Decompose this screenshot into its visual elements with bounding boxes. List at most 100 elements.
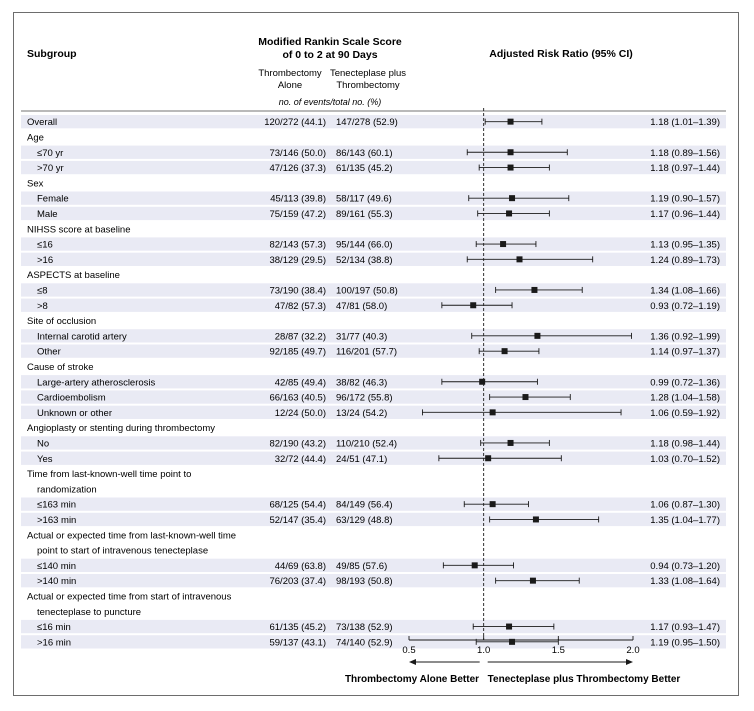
subgroup-header: Subgroup xyxy=(27,48,77,60)
point-estimate xyxy=(529,577,536,584)
row-band xyxy=(21,160,726,175)
subgroup-label: ≤16 min xyxy=(37,622,71,633)
right-direction-label: Tenecteplase plus Thrombectomy Better xyxy=(488,674,681,685)
row-band xyxy=(21,405,726,419)
point-estimate xyxy=(507,118,514,125)
row-band xyxy=(21,329,726,343)
arm1-events: 47/82 (57.3) xyxy=(275,301,326,312)
arm1-events: 73/146 (50.0) xyxy=(269,148,326,159)
point-estimate xyxy=(471,562,478,569)
group-header-line2: point to start of intravenous tenectepla… xyxy=(37,546,208,557)
row-band xyxy=(21,252,726,266)
row-band xyxy=(21,436,726,450)
row-band xyxy=(21,206,726,221)
units-label: no. of events/total no. (%) xyxy=(279,97,382,107)
subgroup-label: ≤16 xyxy=(37,240,53,251)
group-header: Site of occlusion xyxy=(27,316,96,327)
arm2-events: 84/149 (56.4) xyxy=(336,500,393,511)
risk-ratio-ci: 1.24 (0.89–1.73) xyxy=(650,255,720,266)
subgroup-label: No xyxy=(37,438,49,449)
row-bands xyxy=(21,115,726,649)
arm2-events: 49/85 (57.6) xyxy=(336,561,387,572)
point-estimate xyxy=(506,623,513,630)
risk-ratio-ci: 0.93 (0.72–1.19) xyxy=(650,301,720,312)
subgroup-label: Large-artery atherosclerosis xyxy=(37,377,156,388)
subgroup-label: ≤140 min xyxy=(37,561,76,572)
left-direction-label: Thrombectomy Alone Better xyxy=(345,674,479,685)
risk-ratio-ci: 1.17 (0.93–1.47) xyxy=(650,622,720,633)
point-estimate xyxy=(507,149,514,156)
left-arrowhead-icon xyxy=(409,659,416,665)
point-estimate xyxy=(470,302,477,309)
x-tick-label: 1.0 xyxy=(477,645,490,656)
arm2-events: 38/82 (46.3) xyxy=(336,377,387,388)
risk-ratio-ci: 0.99 (0.72–1.36) xyxy=(650,377,720,388)
arm2-events: 95/144 (66.0) xyxy=(336,240,393,251)
row-band xyxy=(21,115,726,129)
arm2-events: 63/129 (48.8) xyxy=(336,515,393,526)
point-estimate xyxy=(534,332,541,339)
row-band xyxy=(21,619,726,634)
arm2-events: 47/81 (58.0) xyxy=(336,301,387,312)
arm2-events: 61/135 (45.2) xyxy=(336,163,393,174)
arm1-events: 66/163 (40.5) xyxy=(269,393,326,404)
group-header: Actual or expected time from last-known-… xyxy=(27,530,236,541)
arm2-header-line1: Tenecteplase plus xyxy=(330,68,406,79)
arm1-events: 82/190 (43.2) xyxy=(269,438,326,449)
group-header: Sex xyxy=(27,178,44,189)
risk-ratio-ci: 1.17 (0.96–1.44) xyxy=(650,209,720,220)
point-estimate xyxy=(522,394,529,401)
arm2-events: 73/138 (52.9) xyxy=(336,622,393,633)
subgroup-label: Female xyxy=(37,194,69,205)
arm1-events: 59/137 (43.1) xyxy=(269,637,326,648)
point-estimate xyxy=(489,501,496,508)
subgroup-label: >8 xyxy=(37,301,48,312)
arm1-header-line2: Alone xyxy=(278,80,302,91)
figure-frame xyxy=(13,12,739,696)
arm2-events: 147/278 (52.9) xyxy=(336,117,398,128)
group-header: Actual or expected time from start of in… xyxy=(27,591,232,602)
arm1-events: 44/69 (63.8) xyxy=(275,561,326,572)
arm1-events: 120/272 (44.1) xyxy=(264,117,326,128)
point-estimate xyxy=(500,241,507,248)
subgroup-label: Other xyxy=(37,347,61,358)
subgroup-label: ≤70 yr xyxy=(37,148,63,159)
arm1-events: 47/126 (37.3) xyxy=(269,163,326,174)
plot-area: 0.5 1.0 1.5 2.0 xyxy=(402,108,640,665)
row-band xyxy=(21,375,726,389)
point-estimate xyxy=(479,378,486,385)
risk-ratio-ci: 1.06 (0.87–1.30) xyxy=(650,500,720,511)
arm1-events: 45/113 (39.8) xyxy=(270,194,326,205)
subgroup-label: Cardioembolism xyxy=(37,393,106,404)
row-band xyxy=(21,558,726,572)
arm2-events: 110/210 (52.4) xyxy=(336,438,397,449)
arm1-events: 73/190 (38.4) xyxy=(269,285,326,296)
arm1-events: 92/185 (49.7) xyxy=(269,347,326,358)
group-header: NIHSS score at baseline xyxy=(27,224,131,235)
risk-ratio-ci: 1.18 (1.01–1.39) xyxy=(650,117,720,128)
risk-ratio-ci: 1.06 (0.59–1.92) xyxy=(650,408,720,419)
risk-ratio-ci: 1.33 (1.08–1.64) xyxy=(650,576,720,587)
subgroup-label: Yes xyxy=(37,454,53,465)
x-tick-label: 2.0 xyxy=(626,645,639,656)
subgroup-label: >16 xyxy=(37,255,53,266)
group-header: Age xyxy=(27,132,44,143)
group-header-line2: randomization xyxy=(37,484,97,495)
point-estimate xyxy=(509,195,516,202)
arm1-events: 75/159 (47.2) xyxy=(269,209,326,220)
point-estimate xyxy=(485,455,492,462)
risk-ratio-ci: 1.28 (1.04–1.58) xyxy=(650,393,720,404)
subgroup-label: >140 min xyxy=(37,576,76,587)
arm1-header-line1: Thrombectomy xyxy=(258,68,322,79)
row-band xyxy=(21,497,726,511)
arm2-events: 98/193 (50.8) xyxy=(336,576,393,587)
row-band xyxy=(21,298,726,312)
risk-ratio-ci: 1.34 (1.08–1.66) xyxy=(650,285,720,296)
outcome-header-line1: Modified Rankin Scale Score xyxy=(258,36,402,48)
subgroup-label: Unknown or other xyxy=(37,408,112,419)
row-band xyxy=(21,191,726,205)
group-header: Cause of stroke xyxy=(27,362,94,373)
x-tick-label: 1.5 xyxy=(552,645,565,656)
row-band xyxy=(21,451,726,465)
group-header: Time from last-known-well time point to xyxy=(27,469,191,480)
